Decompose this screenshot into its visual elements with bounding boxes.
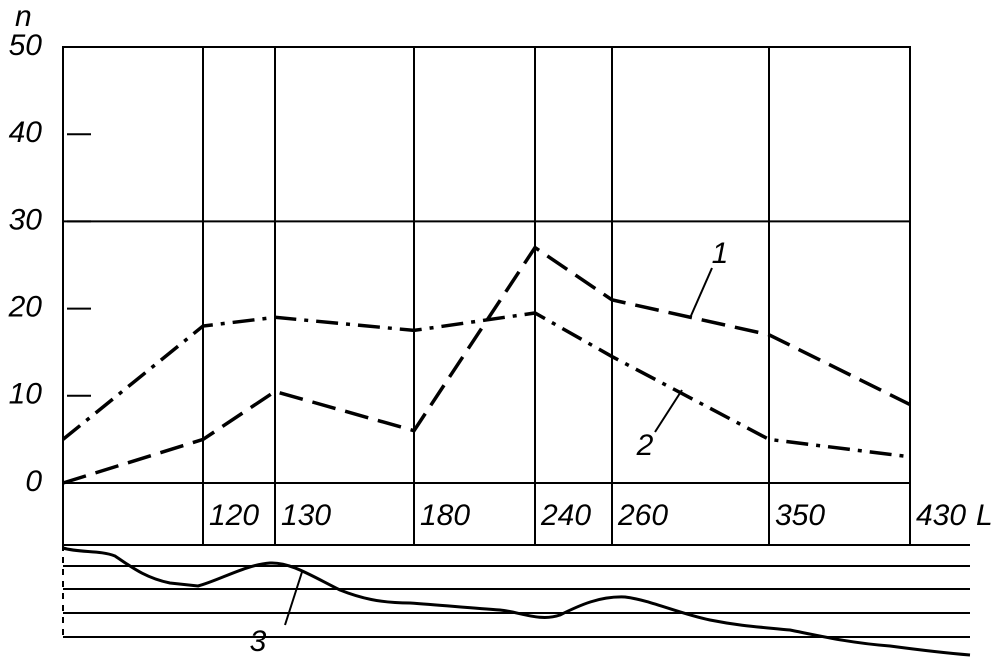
series-line bbox=[62, 245, 911, 485]
series-label: 1 bbox=[712, 237, 729, 270]
y-tick-label: 20 bbox=[8, 291, 43, 324]
x-tick-label: 130 bbox=[281, 499, 331, 532]
y-tick-label: 40 bbox=[9, 116, 43, 149]
y-tick-label: 0 bbox=[25, 465, 42, 498]
y-tick-label: 50 bbox=[9, 29, 43, 62]
y-tick-label: 10 bbox=[9, 378, 43, 411]
profile-lines bbox=[62, 544, 970, 640]
x-tick-label: 240 bbox=[540, 499, 591, 532]
x-tick-label: 260 bbox=[617, 499, 668, 532]
profile-leader bbox=[284, 571, 303, 626]
x-tick-label: 350 bbox=[775, 499, 825, 532]
y-tick-label: 30 bbox=[9, 203, 43, 236]
series-line bbox=[61, 311, 911, 459]
x-tick-label: 430 bbox=[916, 499, 966, 532]
x-axis-label: L bbox=[976, 499, 993, 532]
series-label: 2 bbox=[636, 429, 654, 462]
series-leader bbox=[689, 267, 713, 319]
profile-label: 3 bbox=[250, 625, 267, 658]
y-axis-label: n bbox=[15, 0, 32, 33]
series-leader bbox=[654, 389, 683, 433]
x-tick-label: 120 bbox=[209, 499, 259, 532]
x-tick-label: 180 bbox=[420, 499, 470, 532]
profile-curve bbox=[62, 546, 971, 657]
plot-frame bbox=[62, 46, 911, 546]
